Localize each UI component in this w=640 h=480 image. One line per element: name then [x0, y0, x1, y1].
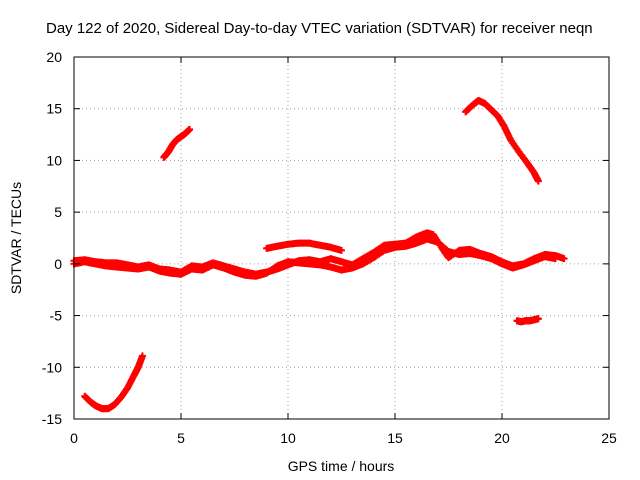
series-upper-arc: [263, 239, 345, 254]
x-tick-label: 15: [387, 430, 403, 446]
y-axis-label: SDTVAR / TECUs: [8, 182, 24, 294]
x-tick-label: 10: [280, 430, 296, 446]
y-tick-label: 0: [54, 256, 62, 272]
data-point: [338, 246, 345, 254]
plot-frame: [73, 56, 610, 420]
x-tick-label: 20: [494, 430, 510, 446]
data-point: [186, 125, 194, 133]
x-axis-label: GPS time / hours: [288, 458, 395, 474]
data-point: [534, 315, 542, 323]
y-tick-label: -10: [42, 359, 62, 375]
series-right-segment: [462, 96, 542, 185]
series-main-band-2: [70, 235, 559, 280]
data-series: [70, 96, 568, 413]
y-tick-label: 20: [46, 49, 62, 65]
series-lower-left-arc: [81, 352, 146, 413]
series-left-segment: [160, 125, 194, 161]
y-tick-label: -15: [42, 411, 62, 427]
y-tick-label: -5: [50, 308, 63, 324]
grid-lines: [74, 57, 609, 419]
data-point: [138, 352, 146, 360]
axis-ticks: 0 5 10 15 20 25 -15 -10 -5 0 5 10 15 20: [42, 49, 617, 446]
x-tick-label: 0: [70, 430, 78, 446]
data-point: [560, 255, 568, 263]
data-point: [534, 177, 542, 185]
y-tick-label: 15: [46, 101, 62, 117]
y-tick-label: 10: [46, 152, 62, 168]
x-tick-label: 5: [177, 430, 185, 446]
chart-title: Day 122 of 2020, Sidereal Day-to-day VTE…: [46, 20, 593, 37]
data-point: [552, 255, 559, 263]
y-tick-label: 5: [54, 204, 62, 220]
series-short-negative-segment: [513, 315, 542, 326]
x-tick-label: 25: [601, 430, 617, 446]
